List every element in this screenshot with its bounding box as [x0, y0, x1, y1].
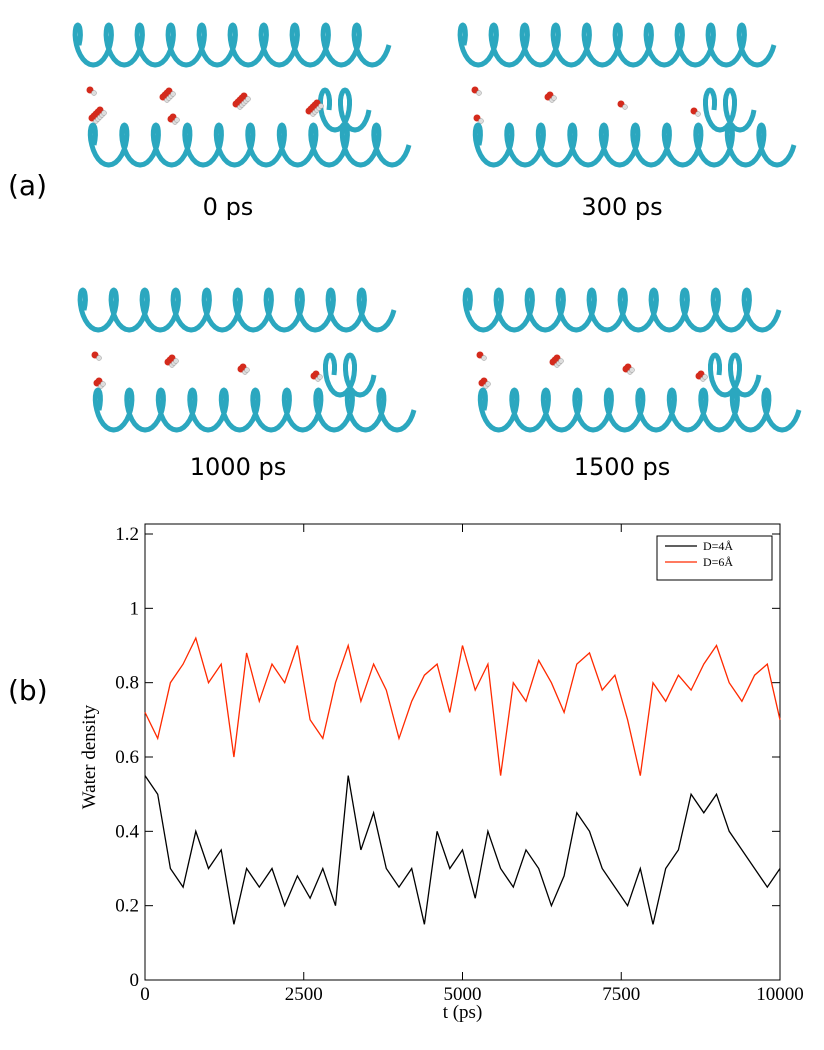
- water: [245, 96, 251, 102]
- water: [558, 358, 564, 364]
- snapshot-label: 1000 ps: [190, 453, 286, 481]
- water: [481, 355, 487, 361]
- y-tick-label: 0.6: [115, 747, 139, 768]
- water: [100, 381, 106, 387]
- helix: [477, 387, 802, 433]
- water: [174, 117, 180, 123]
- water: [317, 374, 323, 380]
- panel-label: (a): [8, 169, 47, 202]
- helix: [318, 87, 372, 133]
- helix: [77, 287, 397, 333]
- helix: [708, 352, 762, 398]
- series-line: [144, 775, 781, 925]
- series-line: [144, 636, 781, 776]
- water: [476, 90, 482, 96]
- legend-label: D=4Å: [703, 539, 733, 553]
- plot-frame: [144, 523, 781, 981]
- helix: [703, 87, 757, 133]
- water: [702, 374, 708, 380]
- legend-box: [656, 535, 773, 581]
- helix: [457, 22, 777, 68]
- helix: [72, 22, 392, 68]
- y-axis-label: Water density: [79, 704, 100, 809]
- y-tick-label: 0.2: [115, 896, 139, 917]
- water: [695, 111, 701, 117]
- panel-label: (b): [8, 674, 48, 707]
- water: [173, 358, 179, 364]
- snapshot-label: 300 ps: [581, 193, 662, 221]
- helix: [462, 287, 782, 333]
- snapshot-label: 0 ps: [203, 193, 254, 221]
- legend-label: D=6Å: [703, 555, 733, 569]
- water: [91, 90, 97, 96]
- helix: [472, 122, 797, 168]
- water: [244, 367, 250, 373]
- y-tick-label: 1.2: [115, 524, 139, 545]
- water: [629, 367, 635, 373]
- x-tick-label: 2500: [285, 984, 323, 1005]
- water: [478, 118, 484, 124]
- snapshot-label: 1500 ps: [574, 453, 670, 481]
- y-tick-label: 1: [130, 598, 140, 619]
- y-tick-label: 0.4: [115, 821, 139, 842]
- helix: [87, 122, 412, 168]
- helix: [92, 387, 417, 433]
- x-tick-label: 10000: [756, 984, 804, 1005]
- y-tick-label: 0.8: [115, 673, 139, 694]
- water: [551, 95, 557, 101]
- x-tick-label: 0: [140, 984, 150, 1005]
- y-tick-label: 0: [130, 970, 140, 991]
- x-axis-label: t (ps): [443, 1002, 483, 1023]
- x-tick-label: 5000: [444, 984, 482, 1005]
- water: [101, 110, 107, 116]
- water: [318, 103, 324, 109]
- water: [96, 355, 102, 361]
- helix: [323, 352, 377, 398]
- snapshots: [72, 22, 802, 433]
- water: [170, 91, 176, 97]
- water: [622, 104, 628, 110]
- water: [485, 381, 491, 387]
- x-tick-label: 7500: [602, 984, 640, 1005]
